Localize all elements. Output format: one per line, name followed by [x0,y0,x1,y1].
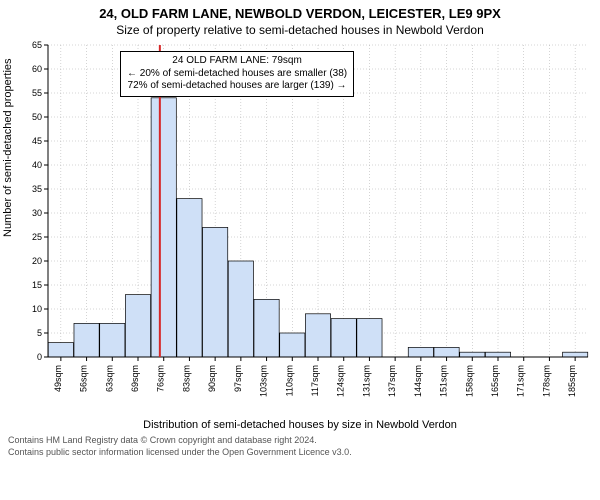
svg-text:97sqm: 97sqm [233,365,243,392]
svg-text:110sqm: 110sqm [284,365,294,396]
svg-text:137sqm: 137sqm [387,365,397,397]
footer-line-1: Contains HM Land Registry data © Crown c… [8,435,592,447]
svg-text:76sqm: 76sqm [156,365,166,392]
svg-text:45: 45 [32,136,42,146]
svg-text:124sqm: 124sqm [336,365,346,397]
svg-text:50: 50 [32,112,42,122]
title-sub: Size of property relative to semi-detach… [0,23,600,37]
svg-text:15: 15 [32,280,42,290]
x-axis-label: Distribution of semi-detached houses by … [0,419,600,431]
svg-text:90sqm: 90sqm [207,365,217,392]
svg-text:60: 60 [32,64,42,74]
title-main: 24, OLD FARM LANE, NEWBOLD VERDON, LEICE… [0,6,600,21]
svg-text:0: 0 [37,352,42,362]
svg-text:165sqm: 165sqm [490,365,500,397]
svg-text:144sqm: 144sqm [413,365,423,397]
svg-text:185sqm: 185sqm [567,365,577,397]
svg-text:103sqm: 103sqm [259,365,269,397]
svg-text:83sqm: 83sqm [181,365,191,392]
svg-text:56sqm: 56sqm [79,365,89,392]
svg-text:151sqm: 151sqm [439,365,449,397]
annotation-line-3: 72% of semi-detached houses are larger (… [127,80,347,93]
svg-text:55: 55 [32,88,42,98]
chart-titles: 24, OLD FARM LANE, NEWBOLD VERDON, LEICE… [0,0,600,37]
annotation-line-1: 24 OLD FARM LANE: 79sqm [127,55,347,68]
svg-text:117sqm: 117sqm [310,365,320,396]
footer-line-2: Contains public sector information licen… [8,447,592,459]
annotation-box: 24 OLD FARM LANE: 79sqm ← 20% of semi-de… [120,51,354,97]
svg-text:178sqm: 178sqm [541,365,551,397]
svg-text:25: 25 [32,232,42,242]
svg-text:158sqm: 158sqm [464,365,474,397]
svg-text:35: 35 [32,184,42,194]
svg-text:10: 10 [32,304,42,314]
svg-text:30: 30 [32,208,42,218]
svg-text:5: 5 [37,328,42,338]
svg-text:69sqm: 69sqm [130,365,140,392]
chart-container: Number of semi-detached properties 0 5 10 1… [0,37,600,417]
y-axis-label: Number of semi-detached properties [2,58,14,237]
svg-text:65: 65 [32,40,42,50]
svg-text:20: 20 [32,256,42,266]
svg-text:131sqm: 131sqm [361,365,371,397]
annotation-line-2: ← 20% of semi-detached houses are smalle… [127,68,347,81]
svg-text:63sqm: 63sqm [104,365,114,392]
footer-attribution: Contains HM Land Registry data © Crown c… [0,431,600,458]
svg-text:171sqm: 171sqm [516,365,526,397]
svg-text:49sqm: 49sqm [53,365,63,392]
svg-text:40: 40 [32,160,42,170]
